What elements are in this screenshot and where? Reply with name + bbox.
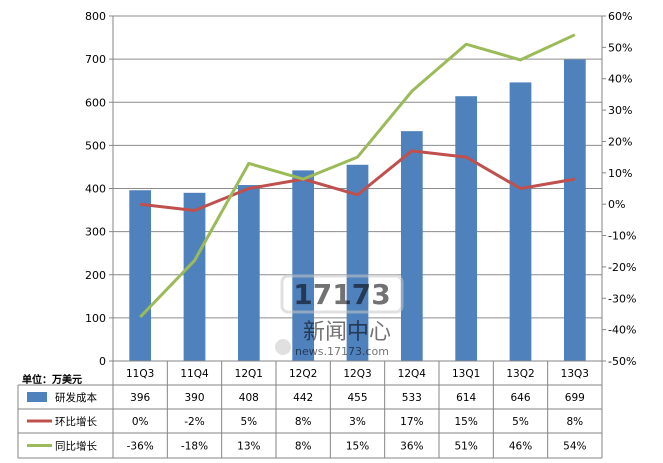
data-label: 390	[184, 392, 204, 404]
bar	[509, 82, 532, 361]
bar	[400, 131, 423, 361]
watermark-site-name: 新闻中心	[303, 320, 391, 345]
x-tick-label: 11Q4	[180, 368, 209, 380]
watermark-url: news.17173.com	[295, 345, 389, 358]
data-label: 46%	[509, 441, 532, 453]
right-tick-label: 30%	[608, 104, 632, 117]
data-table: 11Q3 11Q4 12Q1 12Q2 12Q3 12Q4 13Q1 13Q2 13Q3 研发成本…	[17, 360, 603, 459]
data-label: -36%	[127, 441, 154, 453]
left-tick-label: 500	[85, 139, 106, 152]
data-label: 3%	[349, 416, 366, 428]
data-label: 614	[456, 392, 476, 404]
legend-entry: 环比增长	[55, 415, 97, 428]
svg-text:17173: 17173	[293, 278, 390, 311]
legend-entry: 研发成本	[55, 391, 97, 404]
left-tick-label: 0	[99, 355, 106, 368]
right-tick-label: -40%	[608, 324, 636, 337]
right-tick-label: 0%	[608, 198, 625, 211]
legend-entry: 同比增长	[55, 440, 97, 453]
bar	[237, 185, 260, 361]
data-label: 5%	[512, 416, 529, 428]
x-tick-label: 13Q2	[506, 368, 534, 380]
data-label: 8%	[295, 416, 312, 428]
data-label: 5%	[240, 416, 257, 428]
bar	[183, 192, 206, 361]
data-label: 13%	[237, 441, 260, 453]
line-series	[139, 33, 576, 319]
left-tick-label: 200	[85, 269, 106, 282]
legend-swatch-bar	[27, 392, 47, 402]
right-tick-label: -50%	[608, 355, 636, 368]
data-label: -2%	[184, 416, 204, 428]
data-label: 8%	[566, 416, 583, 428]
data-label: 455	[347, 392, 367, 404]
data-label: 15%	[346, 441, 369, 453]
left-axis-ticks: 0 100 200 300 400 500 600 700 800	[85, 10, 113, 368]
right-tick-label: -30%	[608, 292, 636, 305]
bar	[455, 96, 478, 362]
data-label: 646	[510, 392, 530, 404]
right-tick-label: 60%	[608, 10, 632, 23]
x-tick-label: 12Q1	[235, 368, 263, 380]
right-tick-label: 20%	[608, 135, 632, 148]
data-label: 408	[239, 392, 259, 404]
right-tick-label: 50%	[608, 41, 632, 54]
right-tick-label: 40%	[608, 73, 632, 86]
data-label: 17%	[400, 416, 423, 428]
right-tick-label: 10%	[608, 167, 632, 180]
bar	[563, 59, 586, 362]
right-tick-label: -10%	[608, 230, 636, 243]
x-tick-label: 12Q4	[398, 368, 427, 380]
x-tick-label: 12Q3	[343, 368, 371, 380]
series-line-2	[139, 33, 576, 319]
bar	[129, 190, 152, 361]
left-tick-label: 400	[85, 183, 106, 196]
right-tick-label: -20%	[608, 261, 636, 274]
data-label: -18%	[181, 441, 208, 453]
data-label: 36%	[400, 441, 423, 453]
data-label: 442	[293, 392, 313, 404]
left-tick-label: 600	[85, 96, 106, 109]
unit-label: 单位：万美元	[22, 373, 82, 386]
data-label: 15%	[454, 416, 477, 428]
right-axis-ticks: -50% -40% -30% -20% -10% 0% 10% 20% 30% 40% 50% 60%	[602, 10, 636, 368]
data-label: 396	[130, 392, 150, 404]
watermark-e-icon	[275, 339, 291, 355]
left-tick-label: 800	[85, 10, 106, 23]
x-tick-label: 11Q3	[126, 368, 154, 380]
x-tick-label: 13Q1	[452, 368, 480, 380]
data-label: 533	[402, 392, 422, 404]
left-tick-label: 300	[85, 226, 106, 239]
data-label: 0%	[132, 416, 149, 428]
watermark-logo: 17173	[280, 274, 404, 314]
data-label: 51%	[454, 441, 477, 453]
data-label: 699	[565, 392, 585, 404]
data-label: 54%	[563, 441, 586, 453]
left-tick-label: 700	[85, 53, 106, 66]
watermark: 17173 新闻中心 news.17173.com	[275, 274, 404, 358]
x-tick-label: 13Q3	[561, 368, 589, 380]
series-line-1	[140, 149, 576, 212]
x-tick-label: 12Q2	[289, 368, 317, 380]
left-tick-label: 100	[85, 312, 106, 325]
data-label: 8%	[295, 441, 312, 453]
